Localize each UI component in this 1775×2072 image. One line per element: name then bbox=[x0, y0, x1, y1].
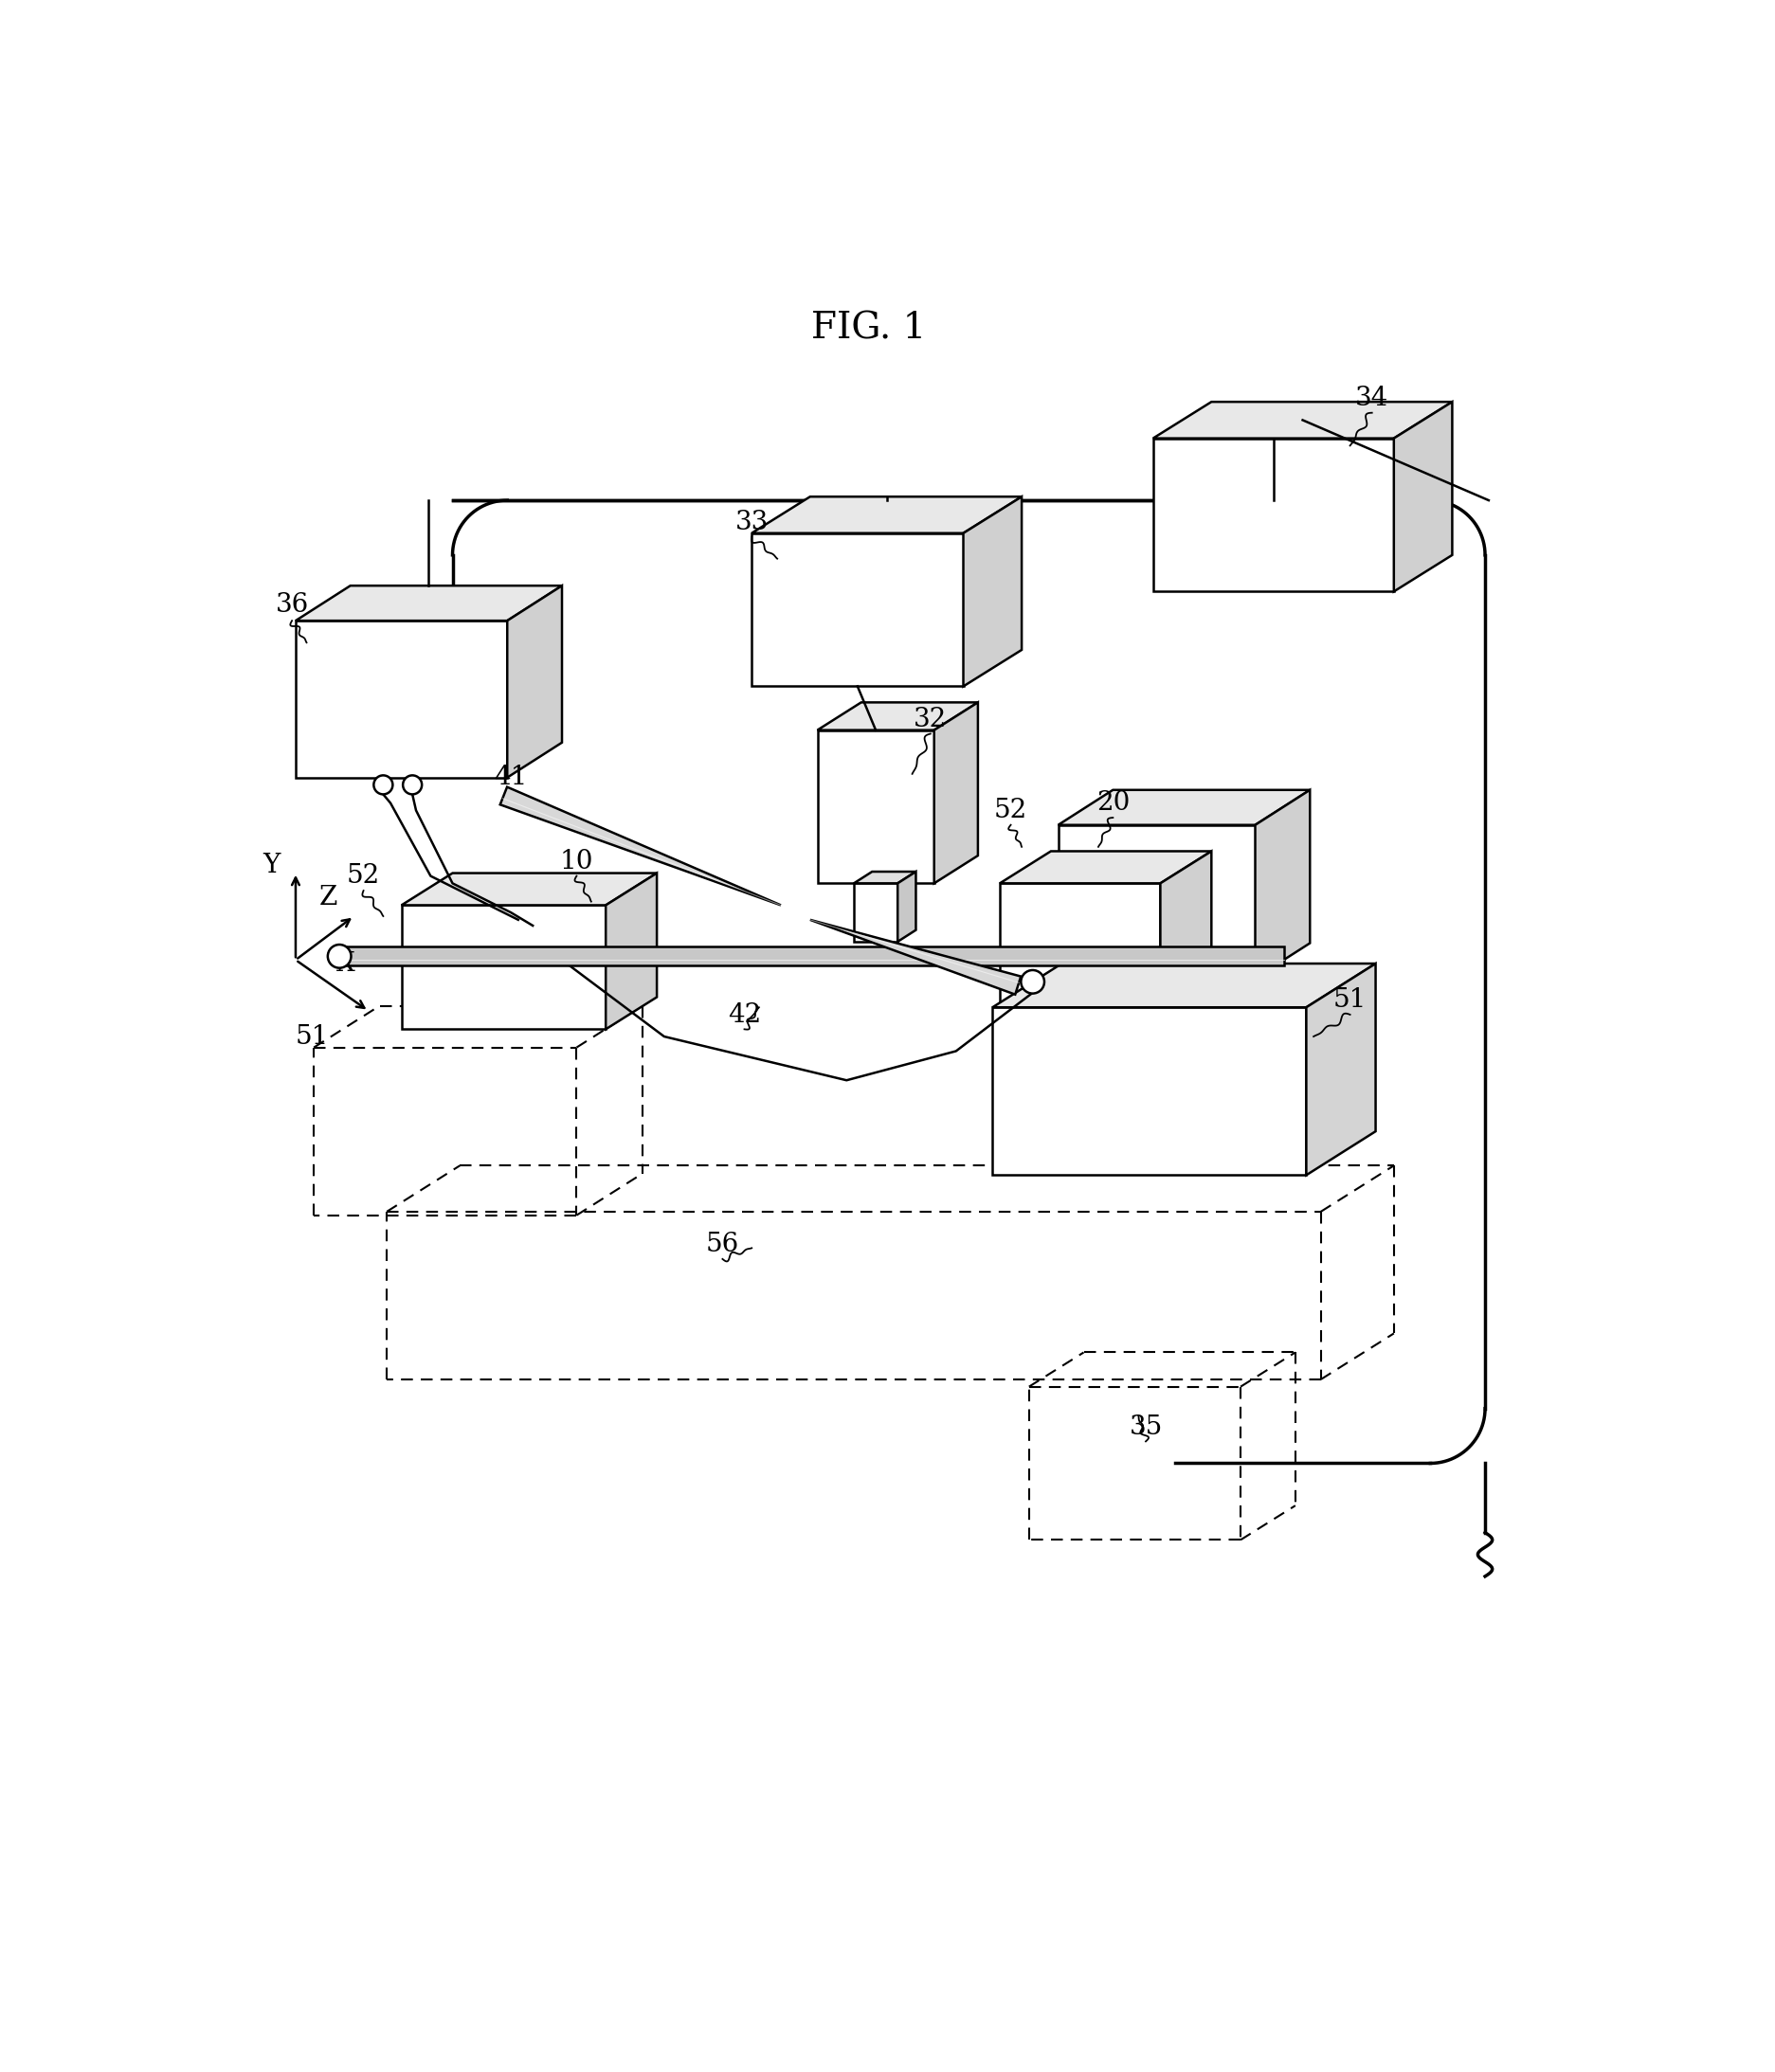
Text: Z: Z bbox=[320, 885, 337, 912]
Text: 35: 35 bbox=[1129, 1415, 1163, 1440]
Circle shape bbox=[1021, 970, 1044, 992]
Text: X: X bbox=[335, 951, 355, 976]
Polygon shape bbox=[1255, 789, 1310, 978]
Text: 51: 51 bbox=[1333, 988, 1367, 1013]
Polygon shape bbox=[1154, 402, 1452, 439]
Polygon shape bbox=[992, 963, 1376, 1007]
Text: 52: 52 bbox=[346, 864, 380, 889]
Circle shape bbox=[403, 775, 422, 794]
Polygon shape bbox=[751, 497, 1022, 533]
Polygon shape bbox=[992, 1007, 1306, 1175]
Text: 56: 56 bbox=[706, 1233, 738, 1258]
Text: 42: 42 bbox=[728, 1003, 761, 1028]
Polygon shape bbox=[751, 533, 964, 686]
Text: 33: 33 bbox=[735, 510, 769, 535]
Polygon shape bbox=[1161, 852, 1211, 1007]
Circle shape bbox=[375, 775, 392, 794]
Polygon shape bbox=[816, 729, 934, 883]
Text: Y: Y bbox=[263, 852, 280, 879]
Polygon shape bbox=[1058, 825, 1255, 978]
Polygon shape bbox=[999, 852, 1211, 883]
Polygon shape bbox=[1154, 439, 1393, 591]
Text: 51: 51 bbox=[296, 1024, 328, 1051]
Polygon shape bbox=[999, 883, 1161, 1007]
Polygon shape bbox=[296, 586, 563, 622]
Polygon shape bbox=[816, 702, 978, 729]
Text: 32: 32 bbox=[914, 707, 948, 731]
Polygon shape bbox=[898, 872, 916, 941]
Polygon shape bbox=[296, 622, 508, 777]
Polygon shape bbox=[508, 586, 563, 777]
Polygon shape bbox=[501, 787, 781, 905]
Polygon shape bbox=[401, 905, 605, 1030]
Text: 34: 34 bbox=[1356, 385, 1388, 410]
Text: 10: 10 bbox=[559, 850, 593, 874]
Text: 20: 20 bbox=[1097, 789, 1129, 816]
Polygon shape bbox=[964, 497, 1022, 686]
Circle shape bbox=[328, 945, 351, 968]
Polygon shape bbox=[854, 872, 916, 883]
Polygon shape bbox=[934, 702, 978, 883]
Polygon shape bbox=[809, 920, 1021, 995]
Polygon shape bbox=[605, 872, 657, 1030]
Polygon shape bbox=[1306, 963, 1376, 1175]
Polygon shape bbox=[1058, 789, 1310, 825]
Text: FIG. 1: FIG. 1 bbox=[811, 311, 927, 346]
Polygon shape bbox=[1393, 402, 1452, 591]
Polygon shape bbox=[339, 947, 1285, 966]
Polygon shape bbox=[401, 872, 657, 905]
Text: 52: 52 bbox=[994, 798, 1028, 823]
Text: 41: 41 bbox=[493, 765, 527, 792]
Polygon shape bbox=[854, 883, 898, 941]
Text: 36: 36 bbox=[275, 593, 309, 617]
